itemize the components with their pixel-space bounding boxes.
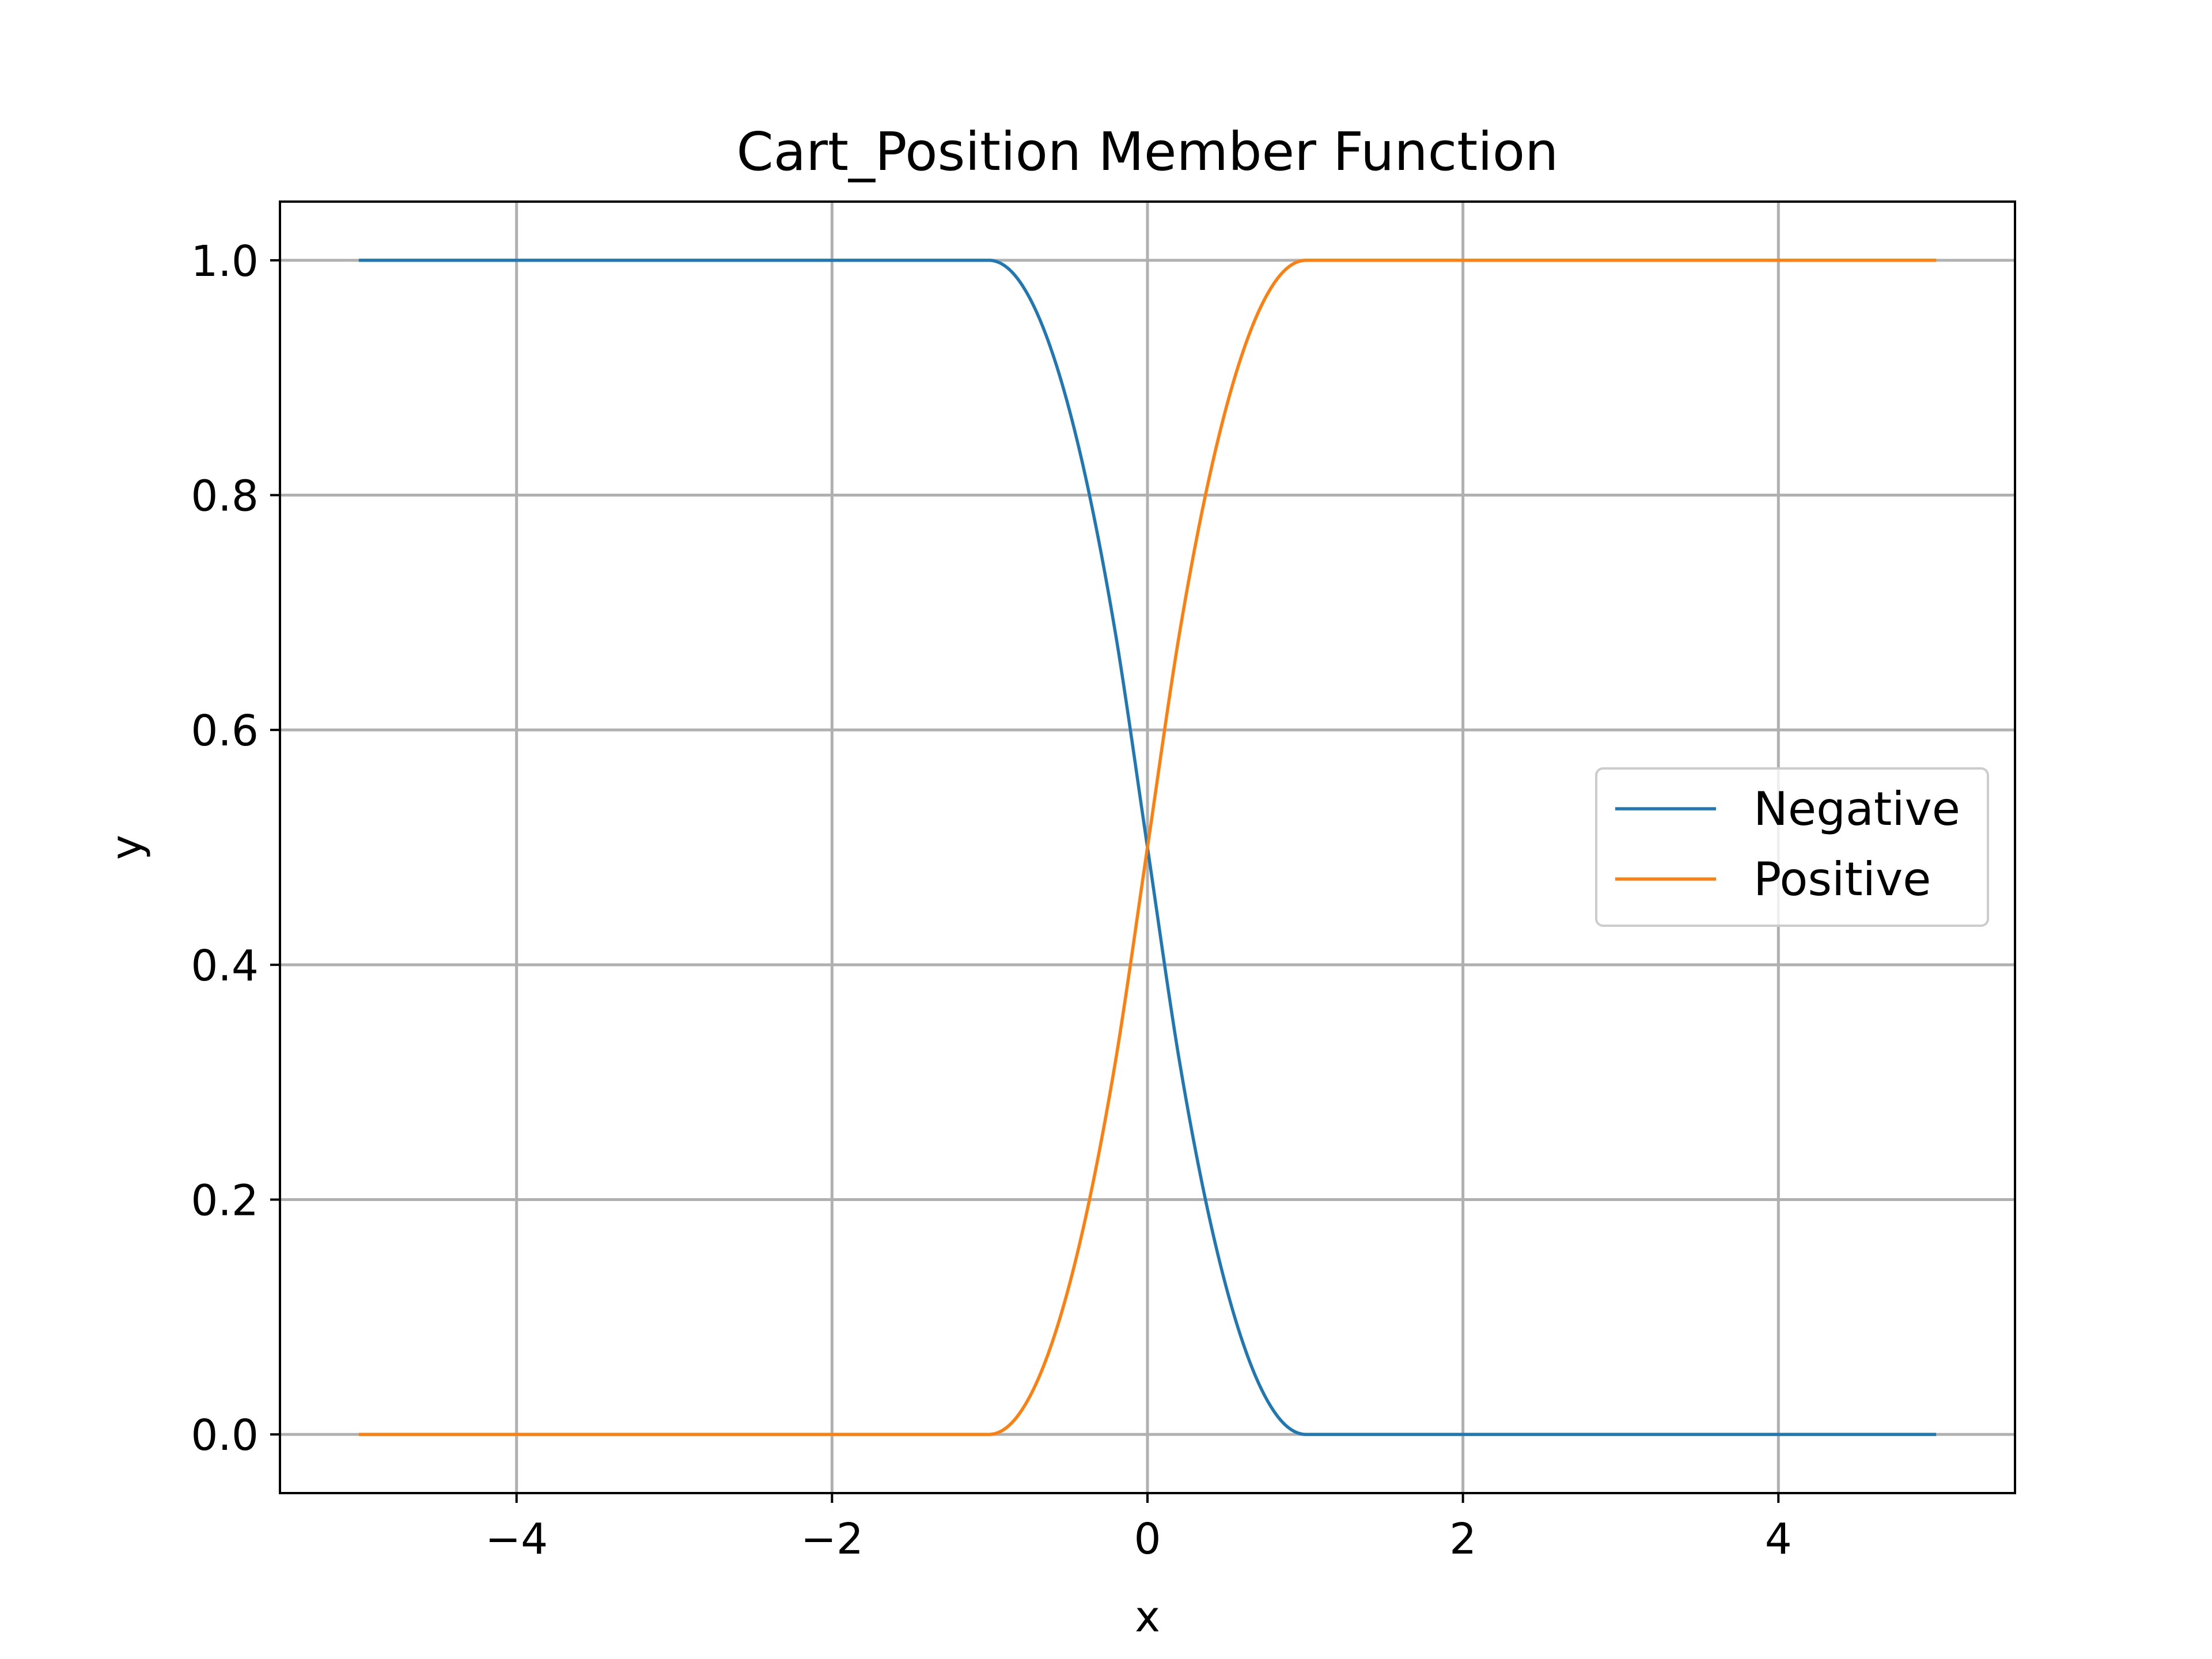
series-line-positive bbox=[358, 259, 1937, 1436]
y-tick-label: 0.0 bbox=[191, 1411, 259, 1460]
x-tick-label: 0 bbox=[1134, 1514, 1161, 1564]
legend-label-negative: Negative bbox=[1753, 782, 1960, 836]
y-tick-label: 0.2 bbox=[191, 1176, 259, 1225]
y-axis-label: y bbox=[102, 835, 151, 860]
x-tick-label: −2 bbox=[801, 1514, 863, 1564]
chart-title: Cart_Position Member Function bbox=[737, 121, 1559, 183]
x-axis-label: x bbox=[1135, 1592, 1160, 1642]
y-tick-label: 0.8 bbox=[191, 472, 259, 521]
legend-label-positive: Positive bbox=[1753, 853, 1931, 906]
x-tick-label: 2 bbox=[1449, 1514, 1476, 1564]
y-tick-label: 1.0 bbox=[191, 237, 259, 286]
y-tick-label: 0.4 bbox=[191, 941, 259, 991]
plot-lines bbox=[358, 259, 1937, 1436]
y-tick-label: 0.6 bbox=[191, 706, 259, 756]
axis-ticks: −4 −2 0 2 4 0.0 0.2 0.4 0.6 0.8 1.0 bbox=[191, 237, 1792, 1564]
legend: Negative Positive bbox=[1595, 767, 1989, 927]
x-tick-label: −4 bbox=[485, 1514, 548, 1564]
x-tick-label: 4 bbox=[1765, 1514, 1792, 1564]
